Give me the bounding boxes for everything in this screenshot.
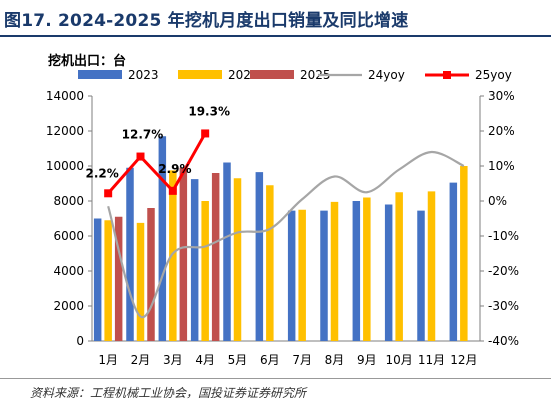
bar-2023: [287, 210, 296, 341]
y-right-tick-label: -10%: [488, 229, 519, 243]
x-tick-label: 4月: [195, 353, 215, 367]
legend-label: 25yoy: [475, 68, 512, 82]
y-left-tick-label: 8000: [53, 194, 84, 208]
bar-2024: [266, 185, 274, 341]
marker-25yoy: [201, 129, 210, 138]
title-underline: [0, 35, 551, 37]
y-right-tick-label: -40%: [488, 334, 519, 348]
y-right-tick-label: -30%: [488, 299, 519, 313]
bar-2024: [136, 222, 145, 341]
x-tick-label: 11月: [418, 353, 445, 367]
bar-2023: [352, 201, 361, 341]
legend-swatch-2024: [178, 70, 222, 79]
line-25yoy: [107, 132, 207, 195]
bar-2023: [158, 136, 167, 341]
bar-2023: [255, 172, 264, 341]
legend-marker-25yoy: [443, 71, 451, 79]
legend-swatch-2023: [78, 70, 122, 79]
y-left-tick-label: 12000: [46, 124, 84, 138]
y-left-tick-label: 4000: [53, 264, 84, 278]
bar-2024: [395, 192, 403, 341]
y-left-tick-label: 10000: [46, 159, 84, 173]
line-24yoy: [107, 150, 465, 319]
data-label: 2.9%: [158, 162, 191, 176]
data-label: 2.2%: [86, 166, 119, 180]
y-right-tick-label: 30%: [488, 89, 515, 103]
bar-2025: [114, 216, 123, 341]
chart-canvas: 0 2000 4000 6000 8000 10000 12000 14000 -40% -30%…: [46, 68, 519, 367]
bar-2024: [427, 191, 436, 341]
chart-title: 图17. 2024-2025 年挖机月度出口销量及同比增速: [4, 11, 409, 31]
bar-2024: [233, 178, 242, 341]
legend-label: 24yoy: [368, 68, 405, 82]
data-label: 12.7%: [122, 128, 164, 142]
source-note: 资料来源：工程机械工业协会，国投证券证券研究所: [30, 386, 307, 400]
bar-2023: [449, 182, 458, 341]
bar-2024: [460, 166, 468, 341]
x-tick-label: 2月: [131, 353, 151, 367]
x-tick-label: 9月: [357, 353, 377, 367]
bar-2024: [169, 170, 177, 341]
y-left-tick-label: 0: [76, 334, 84, 348]
data-label: 19.3%: [188, 104, 230, 118]
x-tick-label: 5月: [228, 353, 248, 367]
marker-25yoy: [104, 189, 113, 198]
bar-2023: [93, 218, 102, 341]
x-tick-label: 10月: [386, 353, 413, 367]
marker-25yoy: [136, 152, 145, 161]
y-left-tick-label: 6000: [53, 229, 84, 243]
legend-swatch-2025: [250, 70, 294, 79]
y-right-tick-label: 20%: [488, 124, 515, 138]
marker-25yoy: [168, 186, 177, 195]
y-left-tick-label: 2000: [53, 299, 84, 313]
y-right-tick-label: -20%: [488, 264, 519, 278]
legend-label: 2025: [300, 68, 331, 82]
bar-2024: [104, 220, 112, 341]
source-divider: [0, 378, 551, 379]
x-tick-label: 1月: [98, 353, 118, 367]
y-right-tick-label: 0%: [488, 194, 507, 208]
bar-2025: [211, 173, 220, 341]
bar-2023: [320, 210, 328, 341]
bar-2025: [147, 208, 155, 341]
x-tick-label: 12月: [450, 353, 477, 367]
y-left-tick-label: 14000: [46, 89, 84, 103]
x-tick-label: 3月: [163, 353, 183, 367]
bar-2025: [179, 167, 188, 341]
y-right-tick-label: 10%: [488, 159, 515, 173]
bar-2023: [384, 204, 393, 341]
bar-2023: [223, 162, 231, 341]
x-tick-label: 6月: [260, 353, 280, 367]
bar-2024: [298, 209, 306, 341]
legend-label: 2023: [128, 68, 159, 82]
x-tick-label: 7月: [292, 353, 312, 367]
bar-2023: [126, 167, 134, 341]
bar-2024: [201, 201, 209, 341]
unit-label: 挖机出口：台: [48, 54, 127, 69]
bar-2023: [190, 179, 199, 341]
bar-2024: [330, 201, 339, 341]
bar-2023: [417, 210, 425, 341]
x-tick-label: 8月: [325, 353, 345, 367]
bar-2024: [363, 197, 371, 341]
